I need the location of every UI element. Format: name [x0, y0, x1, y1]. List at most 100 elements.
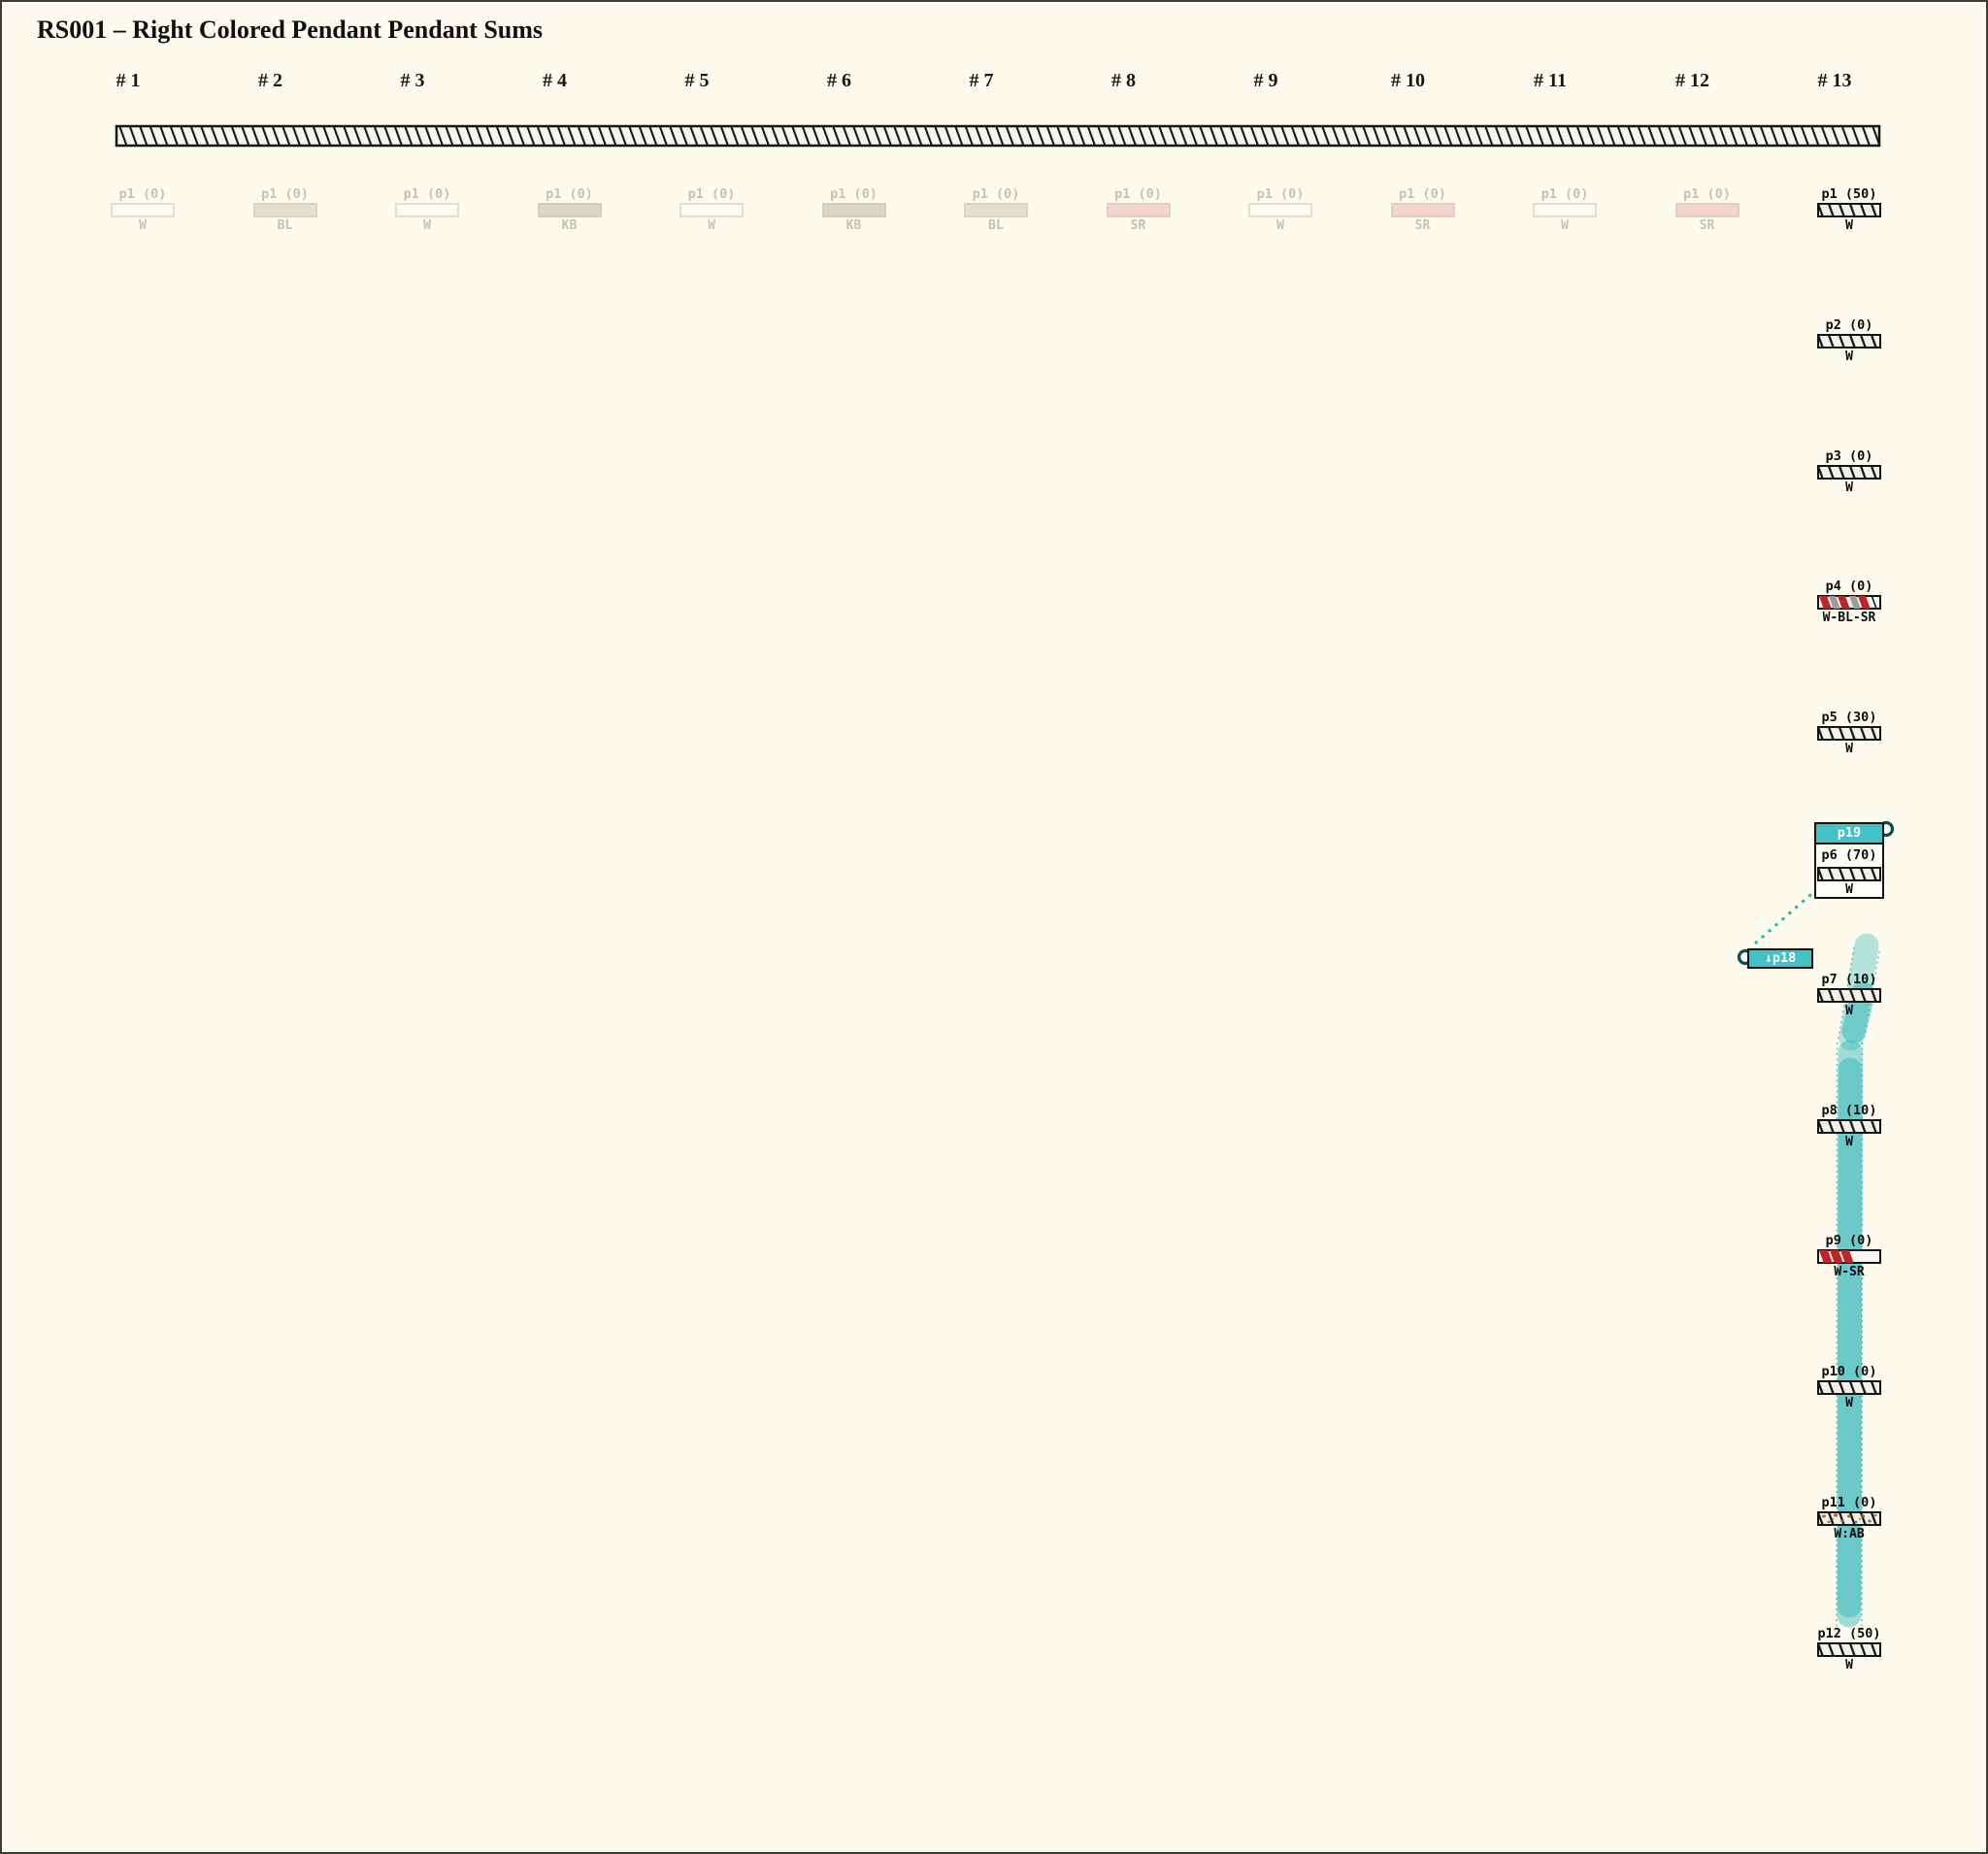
- pendant-bar[interactable]: [1076, 202, 1202, 218]
- pendant[interactable]: p5 (30) W: [1786, 711, 1912, 756]
- pendant-color-label: W:AB: [1834, 1527, 1865, 1541]
- pendant-bar[interactable]: [1786, 464, 1912, 480]
- selection-p19-tag[interactable]: p19: [1816, 824, 1882, 844]
- pendant-label: p1 (0): [1114, 186, 1162, 202]
- pendant-bar[interactable]: [1786, 1641, 1912, 1658]
- pendant-bar[interactable]: [364, 202, 490, 218]
- pendant-label: p12 (50): [1817, 1625, 1881, 1641]
- page-title: RS001 – Right Colored Pendant Pendant Su…: [37, 16, 544, 44]
- pendant-bar[interactable]: [1786, 333, 1912, 349]
- pendant-label: p7 (10): [1821, 971, 1877, 987]
- pendant-bar[interactable]: [648, 202, 775, 218]
- pendant[interactable]: p9 (0) W-SR: [1786, 1234, 1912, 1279]
- pendant-color-label: SR: [1414, 218, 1431, 233]
- pendant-bar[interactable]: [1786, 725, 1912, 742]
- column-header: # 7: [969, 70, 994, 91]
- pendant-bar[interactable]: [1786, 1510, 1912, 1527]
- pendant-label: p1 (0): [118, 186, 167, 202]
- pendant-bar[interactable]: [1786, 1248, 1912, 1265]
- pendant-label: p1 (0): [1256, 186, 1305, 202]
- pendant-color-label: BL: [988, 218, 1004, 233]
- column-header: # 8: [1111, 70, 1136, 91]
- pendant[interactable]: p4 (0) W-BL-SR: [1786, 579, 1912, 625]
- selection-connector-line: [1754, 831, 1882, 945]
- pendant-bar[interactable]: [507, 202, 633, 218]
- pendant-label: p2 (0): [1825, 316, 1873, 333]
- pendant: p1 (0) KB: [791, 187, 917, 233]
- pendant-bar[interactable]: [1786, 594, 1912, 611]
- column-header: # 9: [1253, 70, 1278, 91]
- pendant-color-label: W-SR: [1834, 1265, 1865, 1280]
- string-band-edge: [1836, 1042, 1839, 1628]
- pendant-label: p3 (0): [1825, 447, 1873, 464]
- pendant-label: p1 (0): [403, 186, 451, 202]
- pendant-bar[interactable]: [791, 202, 917, 218]
- pendant-bar[interactable]: [1786, 987, 1912, 1004]
- pendant[interactable]: p7 (10) W: [1786, 971, 1912, 1018]
- pendant[interactable]: p3 (0) W: [1786, 447, 1912, 495]
- pendant-color-label: W: [1845, 1657, 1853, 1672]
- pendant-color-label: KB: [561, 218, 578, 233]
- string-band-edge: [1863, 950, 1880, 1042]
- pendant-label: p1 (0): [1541, 186, 1589, 202]
- pendant-bar[interactable]: [933, 202, 1059, 218]
- pendant[interactable]: p8 (10) W: [1786, 1102, 1912, 1149]
- pendant-bar[interactable]: [1816, 866, 1882, 882]
- pendant: p1 (0) W: [80, 187, 206, 233]
- pendant-color-label: W: [1276, 218, 1284, 233]
- pendant-label: p1 (50): [1821, 186, 1877, 202]
- column-header: # 13: [1817, 70, 1852, 91]
- pendant: p1 (0) BL: [933, 187, 1059, 233]
- pendant-label: p1 (0): [1399, 186, 1446, 202]
- selection-p18-tag[interactable]: ↓p18: [1747, 948, 1813, 969]
- pendant[interactable]: p2 (0) W: [1786, 316, 1912, 364]
- pendant-label: p11 (0): [1821, 1495, 1877, 1510]
- pendant-label: p8 (10): [1821, 1102, 1877, 1118]
- pendant-color-label: W: [1845, 1134, 1853, 1149]
- pendant-bar[interactable]: [1360, 202, 1486, 218]
- column-header: # 4: [543, 70, 567, 91]
- column-header: # 10: [1391, 70, 1425, 91]
- pendant-color-label: W: [1845, 1396, 1853, 1411]
- pendant: p1 (0) W: [364, 187, 490, 233]
- pendant[interactable]: p1 (50) W: [1786, 187, 1912, 233]
- pendant: p1 (0) KB: [507, 187, 633, 233]
- column-header: # 1: [116, 70, 141, 91]
- pendant-label: p4 (0): [1825, 579, 1873, 595]
- pendant-label: p1 (0): [972, 186, 1020, 202]
- top-bar[interactable]: [115, 124, 1881, 148]
- pendant-color-label: W: [1845, 218, 1853, 233]
- pendant-bar[interactable]: [1644, 202, 1771, 218]
- pendant-color-label: W: [1845, 742, 1853, 757]
- string-band-edge: [1861, 1042, 1864, 1628]
- pendant[interactable]: p12 (50) W: [1786, 1625, 1912, 1672]
- pendant: p1 (0) W: [1217, 187, 1343, 233]
- pendant-label: p1 (0): [687, 186, 736, 202]
- pendant-color-label: W: [1845, 882, 1853, 897]
- pendant-bar[interactable]: [1786, 1379, 1912, 1396]
- pendant-bar[interactable]: [80, 202, 206, 218]
- pendant-label: p9 (0): [1825, 1233, 1873, 1249]
- pendant-bar[interactable]: [222, 202, 348, 218]
- pendant-color-label: W: [423, 218, 431, 233]
- pendant[interactable]: p10 (0) W: [1786, 1365, 1912, 1410]
- pendant-color-label: W-BL-SR: [1822, 611, 1876, 626]
- pendant-bar[interactable]: [1217, 202, 1343, 218]
- pendant[interactable]: p11 (0) W:AB: [1786, 1496, 1912, 1541]
- pendant-bar[interactable]: [1502, 202, 1628, 218]
- selected-pendant-box[interactable]: p19 p6 (70) W: [1814, 822, 1884, 899]
- column-header: # 12: [1675, 70, 1709, 91]
- pendant: p1 (0) SR: [1076, 187, 1202, 233]
- pendant-color-label: W: [1845, 480, 1853, 495]
- pendant-color-label: KB: [845, 218, 862, 233]
- column-header: # 11: [1534, 70, 1567, 91]
- pendant-bar[interactable]: [1786, 1118, 1912, 1135]
- pendant-label: p5 (30): [1821, 710, 1877, 726]
- pendant: p1 (0) W: [1502, 187, 1628, 233]
- column-header: # 3: [400, 70, 425, 91]
- pendant-color-label: W: [1845, 348, 1853, 364]
- pendant-label: p10 (0): [1821, 1364, 1877, 1380]
- pendant-bar[interactable]: [1786, 202, 1912, 218]
